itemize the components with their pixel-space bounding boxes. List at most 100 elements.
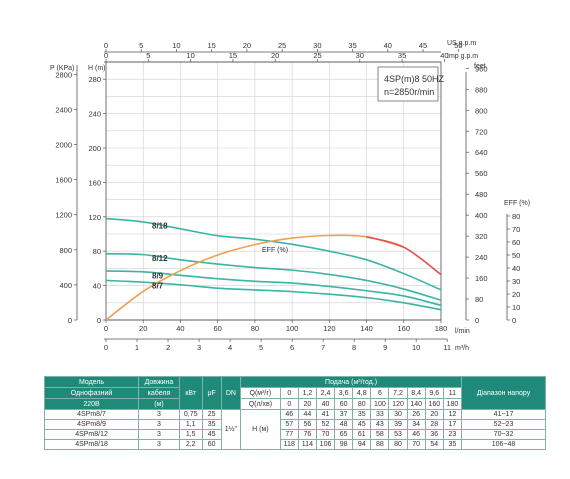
tick-label: 10 bbox=[512, 303, 520, 312]
head-range-cell: 70~32 bbox=[461, 429, 546, 440]
tick-label: 0 bbox=[68, 316, 72, 325]
model-cell: 4SPm8/18 bbox=[43, 439, 140, 450]
cable-cell: 3 bbox=[138, 429, 180, 440]
tick-label: 50 bbox=[454, 41, 462, 50]
eff-axis-label: EFF (%) bbox=[504, 200, 530, 207]
kw-cell: 0,75 bbox=[178, 409, 203, 420]
tick-label: 0 bbox=[97, 316, 101, 325]
tick-label: 160 bbox=[88, 178, 101, 187]
model-subheader: Однофазний bbox=[43, 387, 140, 399]
feet-label: feet bbox=[474, 63, 486, 70]
q-m3h-label: Q(м³/г) bbox=[240, 387, 281, 399]
head-value-cell: 53 bbox=[388, 429, 408, 440]
flow-lmin-cell: 0 bbox=[279, 398, 299, 410]
head-value-cell: 44 bbox=[297, 409, 317, 420]
flow-lmin-cell: 80 bbox=[352, 398, 372, 410]
col-uf: μF bbox=[201, 376, 222, 410]
col-model: Модель bbox=[43, 376, 140, 388]
tick-label: 0 bbox=[512, 316, 516, 325]
col-flow: Подача (м³/год.) bbox=[240, 376, 463, 388]
table-row: 4SPm8/18 3 2,2 60 118 114 106 98 94 88 80 70 54 35 106… bbox=[43, 439, 546, 450]
head-value-cell: 54 bbox=[424, 439, 444, 450]
head-value-cell: 17 bbox=[442, 419, 463, 430]
chart-curves bbox=[105, 217, 442, 321]
tick-label: 800 bbox=[475, 106, 488, 115]
tick-label: 960 bbox=[475, 64, 488, 73]
tick-label: 400 bbox=[59, 281, 72, 290]
tick-label: 640 bbox=[475, 148, 488, 157]
head-value-cell: 43 bbox=[370, 419, 390, 430]
tick-label: 880 bbox=[475, 85, 488, 94]
head-value-cell: 41 bbox=[315, 409, 336, 420]
flow-m3h-cell: 9,6 bbox=[424, 387, 444, 399]
flow-lmin-cell: 60 bbox=[334, 398, 354, 410]
flow-lmin-cell: 180 bbox=[442, 398, 463, 410]
tick-label: 160 bbox=[475, 274, 488, 283]
uf-cell: 25 bbox=[201, 409, 222, 420]
flow-lmin-cell: 160 bbox=[424, 398, 444, 410]
flow-lmin-cell: 100 bbox=[370, 398, 390, 410]
tick-label: 1600 bbox=[55, 176, 72, 185]
col-cable: Довжина bbox=[138, 376, 180, 388]
model-cell: 4SPm8/7 bbox=[43, 409, 140, 420]
tick-label: 160 bbox=[398, 324, 411, 333]
cable-cell: 3 bbox=[138, 419, 180, 430]
head-value-cell: 34 bbox=[406, 419, 426, 430]
flow-m3h-cell: 6 bbox=[370, 387, 390, 399]
tick-label: 20 bbox=[139, 324, 147, 333]
tick-label: 11 bbox=[443, 343, 451, 352]
tick-label: 40 bbox=[512, 264, 520, 273]
head-range-cell: 41~17 bbox=[461, 409, 546, 420]
head-value-cell: 65 bbox=[334, 429, 354, 440]
us-gpm-label: US g.p.m bbox=[447, 40, 476, 47]
head-label-cell: Н (м) bbox=[240, 409, 281, 450]
tick-label: 50 bbox=[512, 251, 520, 260]
tick-label: 25 bbox=[313, 51, 321, 60]
model-cell: 4SPm8/12 bbox=[43, 429, 140, 440]
head-label: H (m) bbox=[88, 65, 106, 72]
head-value-cell: 46 bbox=[279, 409, 299, 420]
tick-label: 80 bbox=[251, 324, 259, 333]
tick-label: 280 bbox=[88, 75, 101, 84]
tick-label: 10 bbox=[412, 343, 420, 352]
efficiency-label: EFF (%) bbox=[262, 247, 288, 254]
cable-unit: (м) bbox=[138, 398, 180, 410]
tick-label: 2 bbox=[166, 343, 170, 352]
pump-performance-chart: 0 5 10 15 20 25 30 35 40 45 500 5 10 15 20 25 30 35 400 20 4… bbox=[50, 40, 530, 352]
tick-label: 180 bbox=[435, 324, 448, 333]
tick-label: 400 bbox=[475, 211, 488, 220]
tick-label: 35 bbox=[348, 41, 356, 50]
voltage-subheader: 220В bbox=[43, 398, 140, 410]
col-head-range: Діапазон напору bbox=[461, 376, 546, 410]
tick-label: 5 bbox=[259, 343, 263, 352]
chart-axes: 0 5 10 15 20 25 30 35 40 45 500 5 10 15 20 25 30 35 400 20 4… bbox=[50, 40, 530, 352]
table-row: 4SPm8/7 3 0,75 25 1½" Н (м) 46 44 41 37 35 33 30 26 20… bbox=[43, 409, 546, 450]
flow-lmin-cell: 120 bbox=[388, 398, 408, 410]
tick-label: 0 bbox=[104, 51, 108, 60]
head-value-cell: 46 bbox=[406, 429, 426, 440]
head-value-cell: 56 bbox=[297, 419, 317, 430]
head-value-cell: 30 bbox=[388, 409, 408, 420]
tick-label: 240 bbox=[88, 110, 101, 119]
tick-label: 320 bbox=[475, 232, 488, 241]
flow-m3h-cell: 8,4 bbox=[406, 387, 426, 399]
kw-cell: 1,1 bbox=[178, 419, 203, 430]
tick-label: 2800 bbox=[55, 70, 72, 79]
head-value-cell: 114 bbox=[297, 439, 317, 450]
head-range-cell: 52~23 bbox=[461, 419, 546, 430]
kpa-label: P (KPa) bbox=[50, 65, 74, 72]
tick-label: 20 bbox=[271, 51, 279, 60]
head-value-cell: 80 bbox=[388, 439, 408, 450]
table-row: 4SPm8/12 3 1,5 45 77 76 70 65 61 58 53 46 36 23 70~32 bbox=[43, 429, 546, 440]
tick-label: 10 bbox=[186, 51, 194, 60]
tick-label: 6 bbox=[290, 343, 294, 352]
tick-label: 25 bbox=[278, 41, 286, 50]
tick-label: 2000 bbox=[55, 141, 72, 150]
tick-label: 3 bbox=[197, 343, 201, 352]
head-value-cell: 28 bbox=[424, 419, 444, 430]
tick-label: 0 bbox=[104, 343, 108, 352]
col-kw: кВт bbox=[178, 376, 203, 410]
series-label: 8/7 bbox=[152, 282, 164, 291]
head-value-cell: 70 bbox=[406, 439, 426, 450]
cable-subheader: кабеля bbox=[138, 387, 180, 399]
